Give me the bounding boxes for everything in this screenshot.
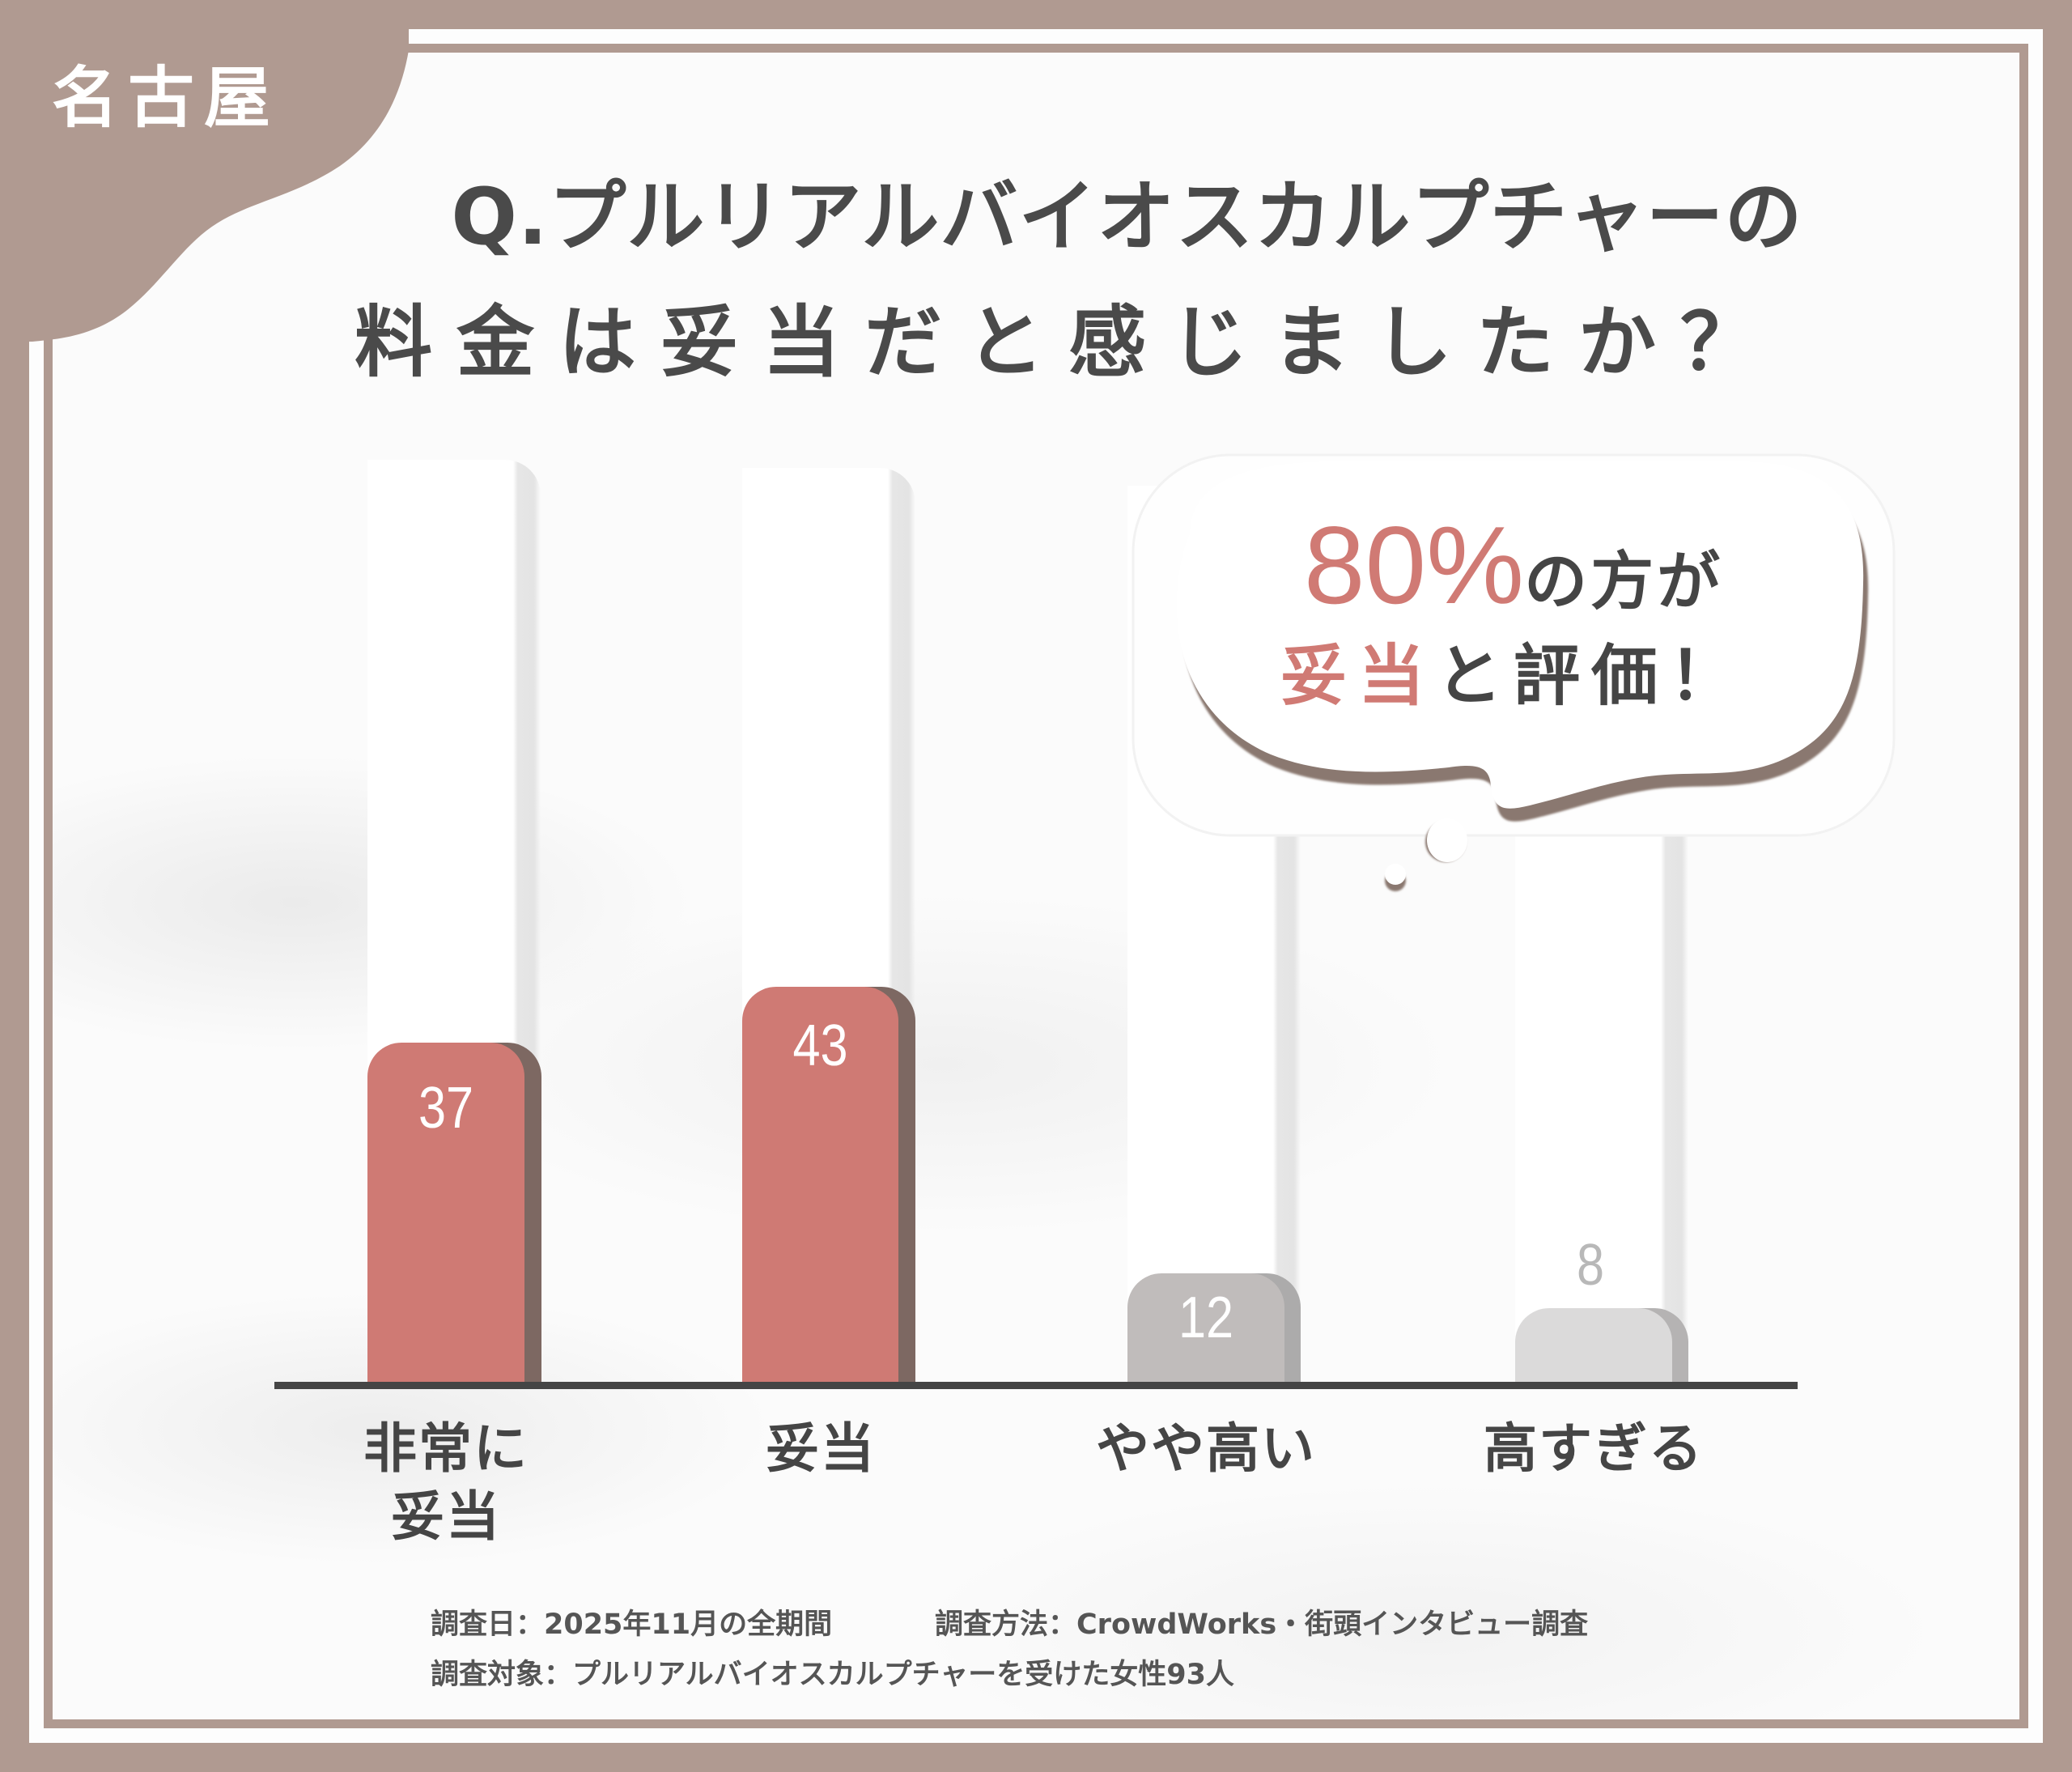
bar-value-label-outside: 8 [1576,1233,1605,1298]
callout-line2-text: と評価！ [1436,638,1747,715]
category-label-too-high: 高すぎる [1464,1415,1723,1483]
category-label-line: 妥当 [391,1485,501,1548]
callout-line2: 妥当と評価！ [1157,622,1870,718]
bar-value-label: 43 [792,1013,848,1078]
bar-value-label: 12 [1178,1285,1234,1350]
callout-line1-text: の方が [1524,546,1724,618]
bar-too-high [1515,1308,1672,1382]
category-label-line: 高すぎる [1484,1417,1704,1480]
bar-somewhat-high: 12 [1127,1273,1284,1382]
category-label-somewhat-high: やや高い [1076,1415,1335,1483]
bar-very-reasonable: 37 [367,1043,524,1382]
bar-value-label: 37 [418,1076,474,1141]
callout-highlight: 妥当 [1280,638,1436,715]
category-label-line: 非常に [363,1417,529,1480]
category-label-very-reasonable: 非常に 妥当 [316,1415,575,1551]
callout-line1: 80%の方が [1157,508,1870,622]
callout-percent: 80% [1303,504,1525,627]
city-badge-label: 名古屋 [52,60,281,137]
callout-bubble [1132,453,1896,891]
corner-badge-shape [0,0,409,342]
category-label-reasonable: 妥当 [691,1415,950,1483]
footer-survey-method: 調査方法：CrowdWorks・街頭インタビュー調査 [935,1608,1589,1641]
x-axis-line [274,1382,1798,1389]
footer-survey-date: 調査日：2025年11月の全期間 [431,1608,833,1641]
question-title-line1: Q.プルリアルバイオスカルプチャーの [451,172,1803,262]
question-title-line2: 料金は妥当だと感じましたか？ [355,297,1782,388]
category-label-line: やや高い [1096,1417,1316,1480]
category-label-line: 妥当 [766,1417,876,1480]
footer-survey-subjects: 調査対象：プルリアルバイオスカルプチャーを受けた女性93人 [431,1659,1235,1691]
bar-reasonable: 43 [742,987,898,1382]
